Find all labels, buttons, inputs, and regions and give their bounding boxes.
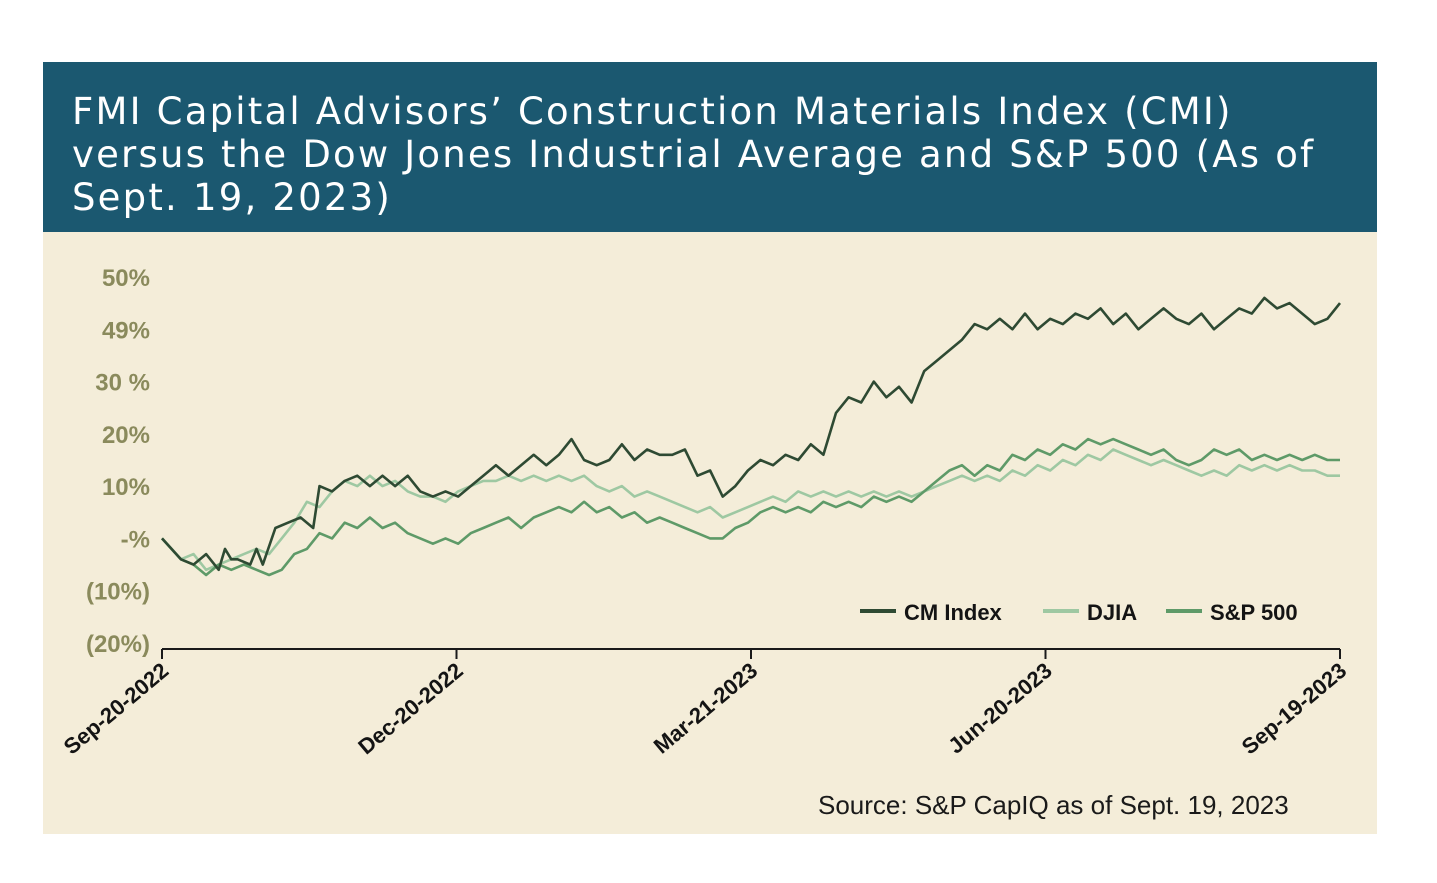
- legend: CM Index DJIA S&P 500: [860, 600, 1298, 625]
- title-banner: [43, 62, 1377, 232]
- y-tick-label: 30 %: [95, 370, 150, 397]
- x-tick-label: Jun-20-2023: [943, 658, 1057, 759]
- y-tick-label: 50%: [102, 265, 150, 292]
- series-layer: [161, 296, 1342, 577]
- x-tick-label: Sep-20-2022: [59, 658, 173, 760]
- y-tick-label: (10%): [86, 579, 150, 606]
- y-tick-label: (20%): [86, 631, 150, 658]
- chart-title: FMI Capital Advisors’ Construction Mater…: [72, 90, 1316, 219]
- y-tick-label: 10%: [102, 474, 150, 501]
- y-tick-label: 49%: [102, 317, 150, 344]
- y-tick-label: 20%: [102, 422, 150, 449]
- legend-label: S&P 500: [1210, 600, 1298, 625]
- source-note: Source: S&P CapIQ as of Sept. 19, 2023: [818, 790, 1289, 820]
- legend-label: DJIA: [1087, 600, 1137, 625]
- y-axis: 50% 49% 30 % 20% 10% -% (10%) (20%): [86, 265, 150, 658]
- x-tick-label: Dec-20-2022: [353, 658, 467, 760]
- x-tick-label: Sep-19-2023: [1237, 658, 1351, 760]
- series-line-s-p-500: [161, 437, 1340, 577]
- x-tick-label: Mar-21-2023: [649, 658, 763, 759]
- y-tick-label: -%: [121, 526, 150, 553]
- legend-label: CM Index: [904, 600, 1003, 625]
- series-line-cm-index: [161, 296, 1342, 572]
- chart-background-panel: [43, 190, 1377, 834]
- x-axis: Sep-20-2022 Dec-20-2022 Mar-21-2023 Jun-20-…: [59, 648, 1351, 760]
